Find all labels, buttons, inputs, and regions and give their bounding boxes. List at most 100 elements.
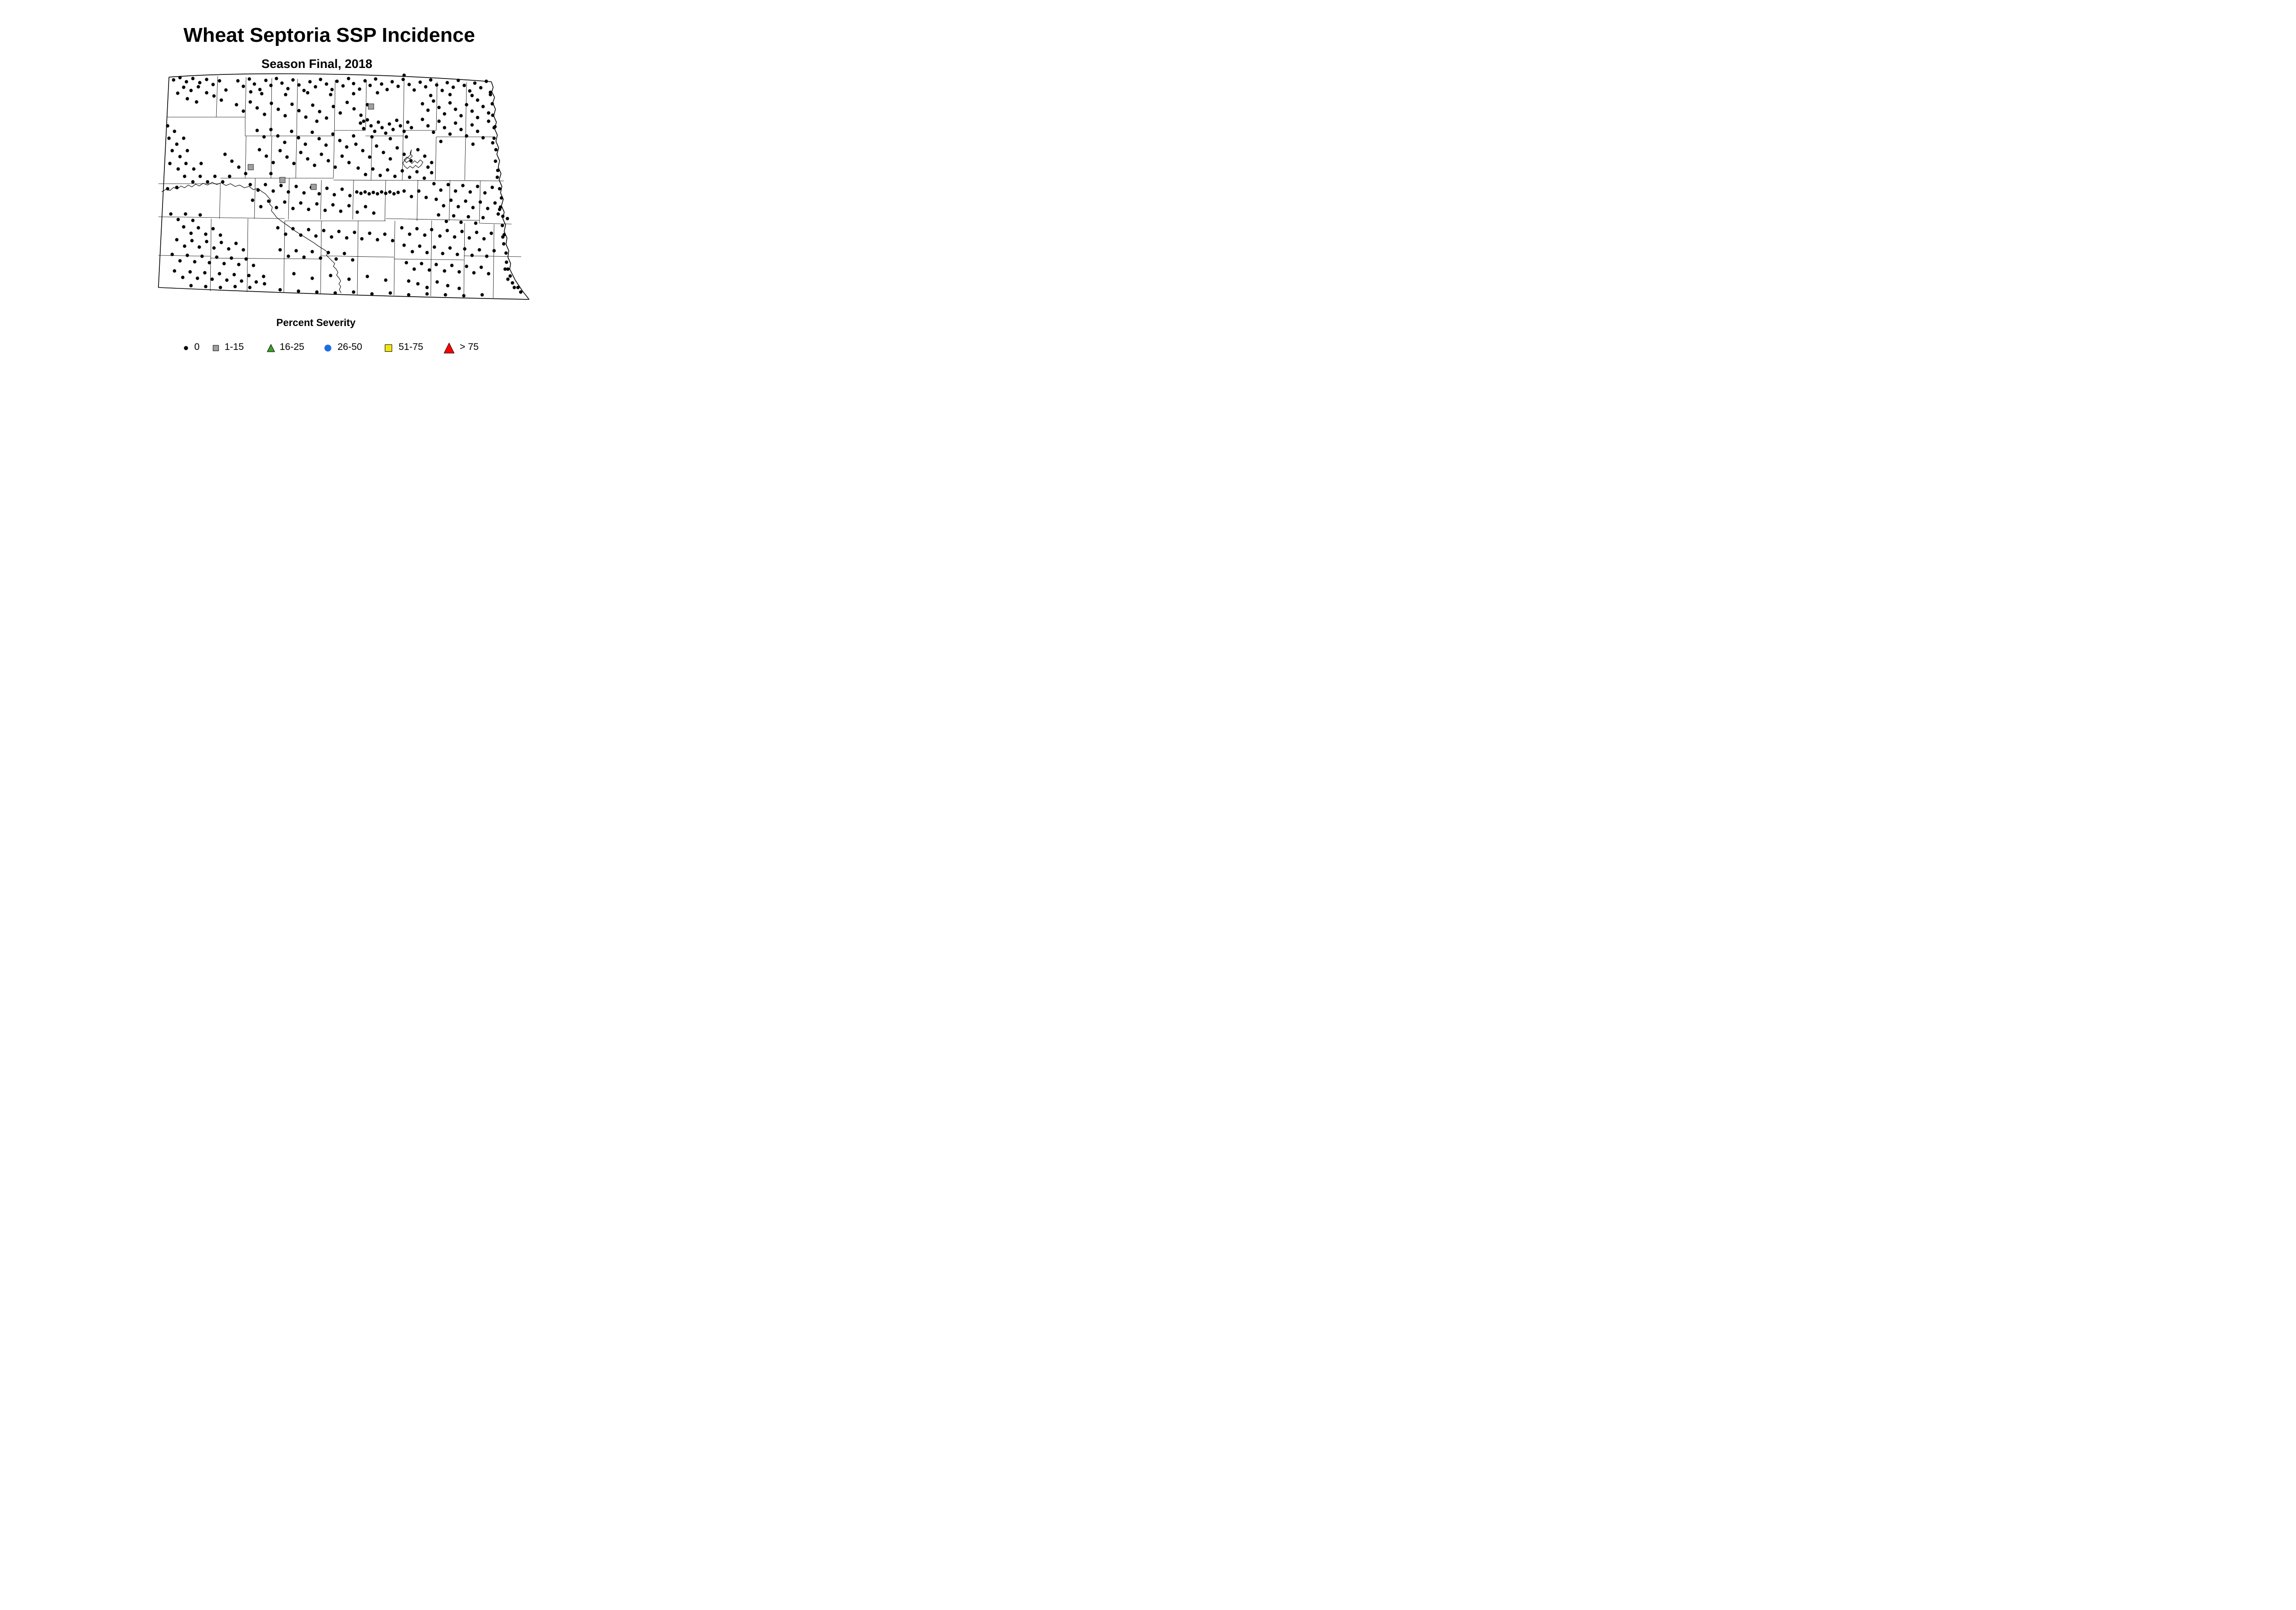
- map-point-severity-0: [440, 89, 444, 92]
- map-point-severity-0: [297, 289, 300, 293]
- map-point-severity-0: [253, 82, 256, 86]
- map-point-severity-0: [197, 245, 201, 249]
- map-point-severity-0: [168, 162, 172, 165]
- map-point-severity-0: [448, 93, 452, 96]
- map-point-severity-0: [512, 286, 516, 289]
- map-point-severity-0: [402, 129, 406, 133]
- map-point-severity-0: [176, 167, 180, 171]
- legend-label-26-50: 26-50: [338, 342, 362, 352]
- map-point-severity-0: [186, 97, 189, 101]
- map-point-severity-0: [405, 135, 408, 139]
- map-point-severity-0: [230, 159, 234, 163]
- map-point-severity-0: [435, 83, 439, 87]
- map-point-severity-0: [247, 274, 251, 277]
- map-point-severity-0: [343, 252, 346, 255]
- map-point-severity-0: [377, 120, 380, 124]
- map-point-severity-0: [461, 184, 465, 187]
- legend-red-triangle-icon: [443, 342, 455, 354]
- map-point-severity-0: [280, 81, 284, 85]
- legend-green-triangle-icon: [266, 343, 276, 353]
- map-point-severity-0: [442, 204, 445, 208]
- map-point-severity-0: [219, 233, 222, 237]
- legend-gray-square-icon: [212, 344, 219, 352]
- map-point-severity-0: [212, 246, 216, 250]
- map-point-severity-0: [205, 78, 208, 81]
- map-point-severity-0: [393, 175, 397, 178]
- map-point-severity-0: [467, 215, 470, 219]
- map-point-severity-0: [402, 243, 406, 247]
- map-point-severity-0: [412, 88, 416, 92]
- page-title: Wheat Septoria SSP Incidence: [183, 24, 475, 46]
- map-point-severity-0: [325, 82, 328, 86]
- map-point-severity-0: [242, 248, 245, 252]
- map-point-severity-0: [259, 205, 263, 208]
- map-point-severity-0: [402, 189, 406, 193]
- map-point-severity-0: [242, 109, 245, 113]
- map-point-severity-0: [302, 89, 306, 92]
- map-point-severity-0: [191, 77, 195, 80]
- map-point-severity-0: [448, 101, 452, 105]
- map-point-severity-0: [478, 248, 481, 252]
- map-point-severity-0: [248, 286, 252, 289]
- map-point-severity-0: [198, 175, 202, 178]
- map-point-severity-0: [248, 77, 251, 81]
- points-severity-1-15: [248, 103, 374, 190]
- map-point-severity-0: [363, 79, 367, 83]
- map-point-severity-0: [519, 290, 523, 294]
- map-point-severity-1-15: [368, 103, 374, 110]
- county-lines: [158, 76, 522, 298]
- map-point-severity-0: [501, 214, 505, 218]
- map-point-severity-0: [487, 272, 490, 276]
- map-point-severity-0: [468, 89, 472, 93]
- map-point-severity-0: [178, 259, 182, 263]
- map-point-severity-0: [317, 137, 321, 141]
- map-point-severity-0: [380, 190, 383, 194]
- map-point-severity-0: [173, 269, 176, 273]
- map-point-severity-0: [446, 183, 450, 186]
- map-point-severity-0: [191, 180, 195, 184]
- map-point-severity-0: [294, 185, 298, 188]
- map-point-severity-0: [326, 251, 330, 254]
- map-point-severity-0: [481, 136, 485, 140]
- map-point-severity-0: [471, 206, 475, 209]
- map-point-severity-0: [400, 169, 404, 173]
- map-point-severity-0: [299, 151, 303, 154]
- map-point-severity-0: [302, 191, 306, 195]
- devils-lake-line: [402, 149, 423, 169]
- map-point-severity-0: [464, 199, 467, 203]
- map-point-severity-0: [459, 114, 463, 118]
- map-point-severity-0: [304, 115, 308, 119]
- map-point-severity-0: [491, 113, 495, 117]
- map-point-severity-0: [193, 260, 197, 264]
- map-point-severity-0: [364, 173, 367, 176]
- map-point-severity-0: [362, 119, 366, 123]
- legend-title: Percent Severity: [276, 317, 356, 328]
- map-point-severity-0: [391, 239, 394, 242]
- map-point-severity-0: [182, 85, 186, 89]
- map-point-severity-0: [465, 134, 468, 138]
- map-point-severity-0: [182, 225, 186, 229]
- map-point-severity-0: [211, 83, 215, 86]
- map-point-severity-0: [166, 187, 169, 191]
- map-point-severity-0: [506, 217, 509, 220]
- map-point-severity-0: [448, 132, 452, 136]
- map-point-severity-0: [170, 253, 174, 256]
- map-point-severity-0: [325, 116, 328, 120]
- map-point-severity-0: [235, 103, 238, 107]
- map-point-severity-0: [396, 84, 400, 88]
- map-point-severity-0: [445, 81, 449, 84]
- map-point-severity-0: [490, 186, 494, 189]
- map-point-severity-0: [330, 88, 334, 91]
- map-point-severity-0: [462, 294, 466, 298]
- map-point-severity-0: [260, 92, 264, 96]
- map-point-severity-0: [251, 198, 254, 202]
- map-point-severity-0: [361, 149, 365, 152]
- map-point-severity-0: [432, 130, 435, 134]
- map-point-severity-0: [459, 220, 463, 224]
- map-point-severity-0: [421, 118, 424, 121]
- map-point-severity-0: [450, 264, 454, 267]
- map-point-severity-0: [275, 206, 278, 209]
- map-point-severity-0: [340, 187, 344, 191]
- map-point-severity-0: [333, 291, 337, 295]
- map-point-severity-0: [425, 286, 429, 289]
